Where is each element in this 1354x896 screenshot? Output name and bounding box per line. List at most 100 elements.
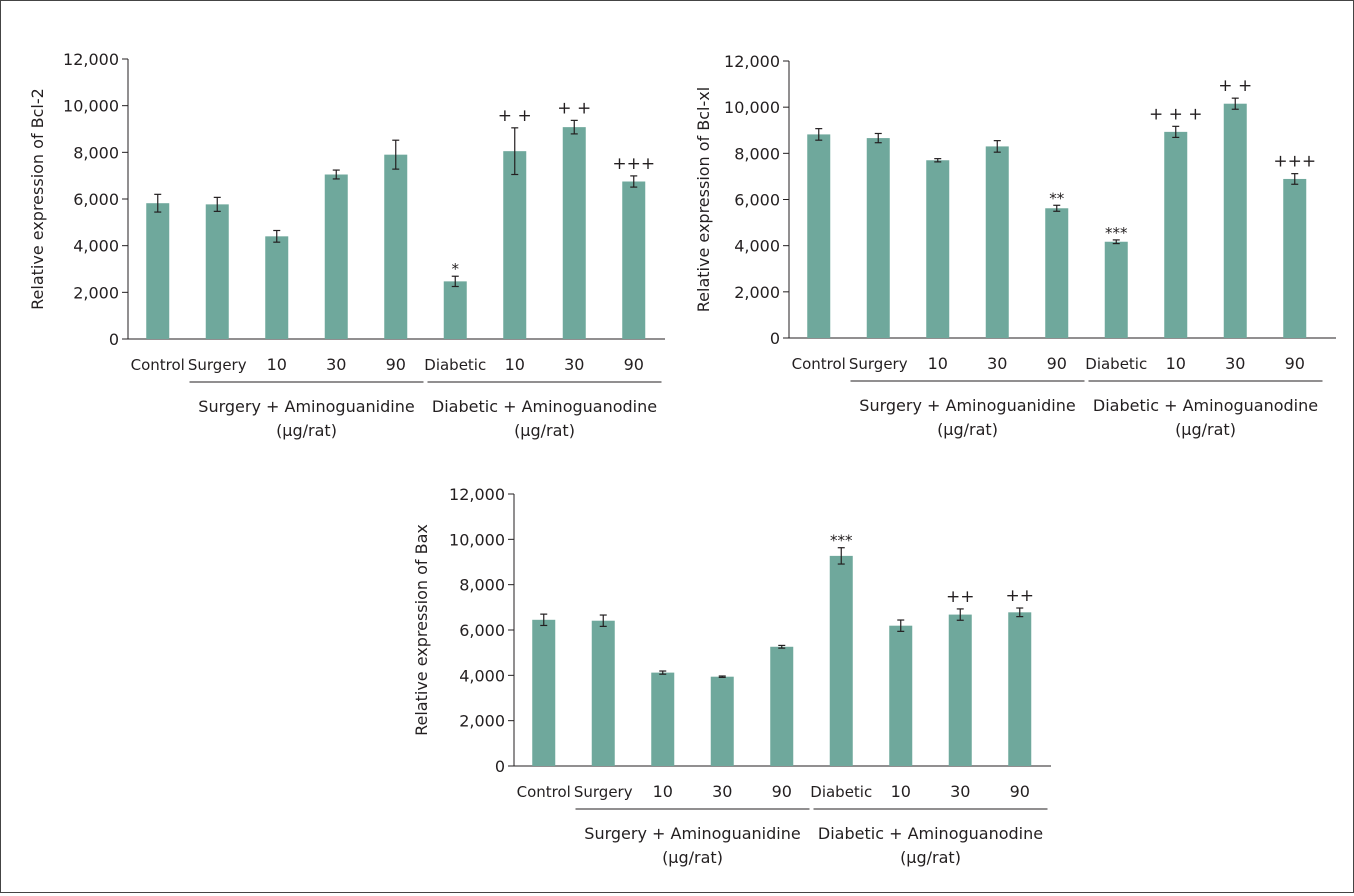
group-label: Diabetic + Aminoguanodine	[432, 397, 657, 416]
y-tick-label: 4,000	[734, 237, 780, 256]
bar	[324, 174, 348, 339]
group-unit-label: (μg/rat)	[662, 848, 723, 867]
x-category-label: Control	[517, 783, 571, 801]
bar	[1008, 612, 1032, 766]
x-category-label: 30	[712, 782, 732, 801]
group-label: Surgery + Aminoguanidine	[584, 824, 800, 843]
bar	[1283, 178, 1307, 338]
y-tick-label: 8,000	[73, 143, 119, 162]
bar	[146, 203, 170, 339]
x-category-label: 90	[1285, 354, 1305, 373]
group-label: Surgery + Aminoguanidine	[198, 397, 414, 416]
x-category-label: 10	[267, 355, 287, 374]
bar	[807, 134, 831, 338]
bar	[948, 614, 972, 766]
y-tick-label: 10,000	[63, 97, 119, 116]
x-category-label: 90	[1010, 782, 1030, 801]
group-unit-label: (μg/rat)	[276, 421, 337, 440]
x-category-label: 90	[1047, 354, 1067, 373]
group-label: Diabetic + Aminoguanodine	[1093, 396, 1318, 415]
bar	[829, 555, 853, 766]
x-category-label: 30	[1225, 354, 1245, 373]
x-category-label: 10	[653, 782, 673, 801]
x-category-label: Surgery	[574, 783, 633, 801]
y-tick-label: 0	[109, 330, 119, 349]
x-category-label: 10	[505, 355, 525, 374]
group-label: Diabetic + Aminoguanodine	[818, 824, 1043, 843]
significance-label: + +	[557, 98, 591, 118]
y-tick-label: 4,000	[73, 237, 119, 256]
x-category-label: Surgery	[849, 355, 908, 373]
bar	[622, 181, 646, 339]
y-tick-label: 2,000	[734, 283, 780, 302]
bar	[866, 138, 890, 338]
x-category-label: 10	[1166, 354, 1186, 373]
bar	[532, 619, 556, 766]
y-tick-label: 10,000	[724, 98, 780, 117]
chart-panel-3: 0 2,000 4,000 6,000 8,000 10,000 12,000 Relativ…	[412, 485, 1051, 867]
y-tick-label: 12,000	[449, 485, 505, 504]
bar	[562, 127, 586, 339]
bar	[1164, 131, 1188, 338]
y-tick-label: 12,000	[724, 52, 780, 71]
group-unit-label: (μg/rat)	[900, 848, 961, 867]
x-category-label: Surgery	[188, 356, 247, 374]
significance-label: +++	[1273, 152, 1316, 172]
bar	[503, 151, 527, 339]
significance-label: + +	[498, 106, 532, 126]
significance-label: ++	[946, 587, 975, 607]
bar	[1223, 103, 1247, 339]
x-category-label: Diabetic	[1085, 355, 1147, 373]
y-tick-label: 8,000	[459, 576, 505, 595]
y-axis-title: Relative expression of Bax	[412, 524, 431, 736]
significance-label: + +	[1218, 76, 1252, 96]
x-category-label: Diabetic	[424, 356, 486, 374]
bar	[443, 281, 467, 339]
y-tick-label: 4,000	[459, 666, 505, 685]
significance-label: **	[1049, 189, 1065, 207]
significance-label: ***	[830, 532, 853, 550]
y-tick-label: 8,000	[734, 144, 780, 163]
bar	[651, 672, 675, 766]
bar	[770, 646, 794, 766]
significance-label: *	[452, 260, 460, 278]
x-category-label: 90	[624, 355, 644, 374]
bar	[889, 625, 913, 766]
bar	[205, 204, 229, 339]
group-unit-label: (μg/rat)	[514, 421, 575, 440]
x-category-label: 90	[772, 782, 792, 801]
group-unit-label: (μg/rat)	[937, 420, 998, 439]
x-category-label: 30	[950, 782, 970, 801]
x-category-label: Diabetic	[810, 783, 872, 801]
y-tick-label: 0	[495, 757, 505, 776]
bar	[265, 236, 289, 339]
bar	[710, 676, 734, 766]
significance-label: ++	[1006, 586, 1035, 606]
group-unit-label: (μg/rat)	[1175, 420, 1236, 439]
group-label: Surgery + Aminoguanidine	[859, 396, 1075, 415]
y-tick-label: 12,000	[63, 50, 119, 69]
y-tick-label: 0	[770, 329, 780, 348]
chart-panel-2: 0 2,000 4,000 6,000 8,000 10,000 12,000 Relativ…	[694, 52, 1336, 439]
x-category-label: 10	[891, 782, 911, 801]
x-category-label: 30	[564, 355, 584, 374]
x-category-label: 30	[987, 354, 1007, 373]
y-tick-label: 2,000	[459, 712, 505, 731]
bar	[384, 154, 408, 339]
y-axis-title: Relative expression of Bcl-xl	[694, 87, 713, 312]
significance-label: +++	[612, 154, 655, 174]
x-category-label: 30	[326, 355, 346, 374]
y-tick-label: 6,000	[459, 621, 505, 640]
x-category-label: 10	[928, 354, 948, 373]
y-axis-title: Relative expression of Bcl-2	[28, 88, 47, 310]
chart-panel-1: 0 2,000 4,000 6,000 8,000 10,000 12,000 Relativ…	[28, 50, 665, 440]
x-category-label: Control	[131, 356, 185, 374]
y-tick-label: 10,000	[449, 530, 505, 549]
y-tick-label: 2,000	[73, 283, 119, 302]
x-category-label: 90	[386, 355, 406, 374]
bar	[591, 620, 615, 766]
x-category-label: Control	[792, 355, 846, 373]
bar	[1045, 208, 1069, 338]
